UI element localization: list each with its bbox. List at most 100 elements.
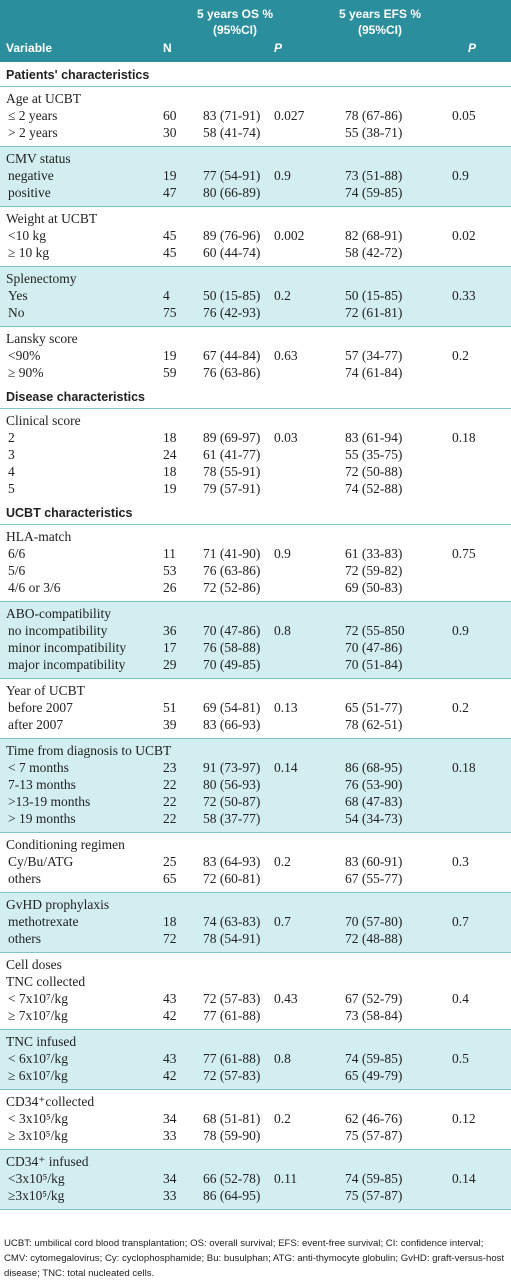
- p-value: 0.4: [452, 991, 469, 1006]
- row-label: < 7x10⁷/kg: [8, 991, 68, 1006]
- efs-value: 50 (15-85): [345, 288, 403, 303]
- os-value: 67 (44-84): [203, 348, 261, 363]
- os-value: 61 (41-77): [203, 447, 261, 462]
- os-value: 80 (56-93): [203, 777, 261, 792]
- n-value: 47: [163, 185, 177, 200]
- efs-value: 69 (50-83): [345, 580, 403, 595]
- efs-value: 75 (57-87): [345, 1128, 403, 1143]
- group-title: TNC infused: [6, 1034, 77, 1049]
- n-value: 42: [163, 1008, 177, 1023]
- n-value: 36: [163, 623, 177, 638]
- table-header: [0, 0, 511, 62]
- os-value: 76 (63-86): [203, 365, 261, 380]
- row-label: 3: [8, 447, 15, 462]
- row-label: 6/6: [8, 546, 26, 561]
- os-value: 72 (52-86): [203, 580, 261, 595]
- header-os: (95%CI): [212, 23, 257, 37]
- efs-value: 75 (57-87): [345, 1188, 403, 1203]
- efs-value: 73 (51-88): [345, 168, 403, 183]
- group-subtitle: TNC collected: [6, 974, 86, 989]
- group-title: Time from diagnosis to UCBT: [6, 743, 172, 758]
- p-value: 0.2: [452, 348, 469, 363]
- row-label: 7-13 months: [8, 777, 76, 792]
- section-title: Disease characteristics: [6, 390, 145, 404]
- p-value: 0.027: [274, 108, 305, 123]
- n-value: 30: [163, 125, 177, 140]
- row-group: [0, 266, 511, 327]
- p-value: 0.14: [452, 1171, 476, 1186]
- n-value: 18: [163, 464, 177, 479]
- row-label: 4/6 or 3/6: [8, 580, 61, 595]
- os-value: 78 (54-91): [203, 931, 261, 946]
- os-value: 70 (47-86): [203, 623, 261, 638]
- efs-value: 83 (61-94): [345, 430, 403, 445]
- row-label: Cy/Bu/ATG: [8, 854, 74, 869]
- p-value: 0.33: [452, 288, 476, 303]
- efs-value: 82 (68-91): [345, 228, 403, 243]
- n-value: 19: [163, 481, 177, 496]
- os-value: 91 (73-97): [203, 760, 261, 775]
- efs-value: 72 (55-850: [345, 623, 405, 638]
- os-value: 78 (55-91): [203, 464, 261, 479]
- efs-value: 72 (61-81): [345, 305, 403, 320]
- p-value: 0.2: [274, 854, 291, 869]
- n-value: 19: [163, 168, 177, 183]
- row-label: < 6x10⁷/kg: [8, 1051, 68, 1066]
- os-value: 83 (71-91): [203, 108, 261, 123]
- row-label: 4: [8, 464, 15, 479]
- group-title: Weight at UCBT: [6, 211, 98, 226]
- n-value: 34: [163, 1171, 177, 1186]
- n-value: 18: [163, 914, 177, 929]
- row-label: 5: [8, 481, 15, 496]
- p-value: 0.75: [452, 546, 476, 561]
- group-title: ABO-compatibility: [6, 606, 111, 621]
- n-value: 29: [163, 657, 177, 672]
- os-value: 60 (44-74): [203, 245, 261, 260]
- row-group: [0, 86, 511, 147]
- row-group: [0, 1149, 511, 1210]
- os-value: 83 (64-93): [203, 854, 261, 869]
- row-label: <90%: [8, 348, 41, 363]
- p-value: 0.11: [274, 1171, 298, 1186]
- section-title: UCBT characteristics: [6, 506, 133, 520]
- p-value: 0.02: [452, 228, 476, 243]
- p-value: 0.2: [274, 1111, 291, 1126]
- n-value: 39: [163, 717, 177, 732]
- efs-value: 55 (35-75): [345, 447, 403, 462]
- efs-value: 67 (55-77): [345, 871, 403, 886]
- os-value: 50 (15-85): [203, 288, 261, 303]
- group-title: Cell doses: [6, 957, 62, 972]
- p-value: 0.63: [274, 348, 298, 363]
- p-value: 0.9: [274, 168, 291, 183]
- row-label: > 19 months: [8, 811, 76, 826]
- p-value: 0.7: [452, 914, 469, 929]
- efs-value: 76 (53-90): [345, 777, 403, 792]
- row-label: major incompatibility: [8, 657, 126, 672]
- n-value: 65: [163, 871, 177, 886]
- os-value: 72 (60-81): [203, 871, 261, 886]
- efs-value: 62 (46-76): [345, 1111, 403, 1126]
- os-value: 77 (61-88): [203, 1051, 261, 1066]
- os-value: 76 (42-93): [203, 305, 261, 320]
- efs-value: 58 (42-72): [345, 245, 403, 260]
- row-group: [0, 892, 511, 953]
- efs-value: 72 (48-88): [345, 931, 403, 946]
- os-value: 78 (59-90): [203, 1128, 261, 1143]
- n-value: 11: [163, 546, 176, 561]
- row-label: No: [8, 305, 25, 320]
- group-title: Conditioning regimen: [6, 837, 125, 852]
- n-value: 51: [163, 700, 177, 715]
- os-value: 68 (51-81): [203, 1111, 261, 1126]
- efs-value: 70 (47-86): [345, 640, 403, 655]
- header-os: 5 years OS %: [196, 7, 274, 21]
- row-label: <3x10⁵/kg: [8, 1171, 65, 1186]
- efs-value: 57 (34-77): [345, 348, 403, 363]
- row-group: [0, 738, 511, 833]
- efs-value: 83 (60-91): [345, 854, 403, 869]
- os-value: 71 (41-90): [203, 546, 261, 561]
- p-value: 0.9: [452, 168, 469, 183]
- row-label: no incompatibility: [8, 623, 108, 638]
- p-value: 0.05: [452, 108, 476, 123]
- row-group: [0, 832, 511, 893]
- p-value: 0.8: [274, 1051, 291, 1066]
